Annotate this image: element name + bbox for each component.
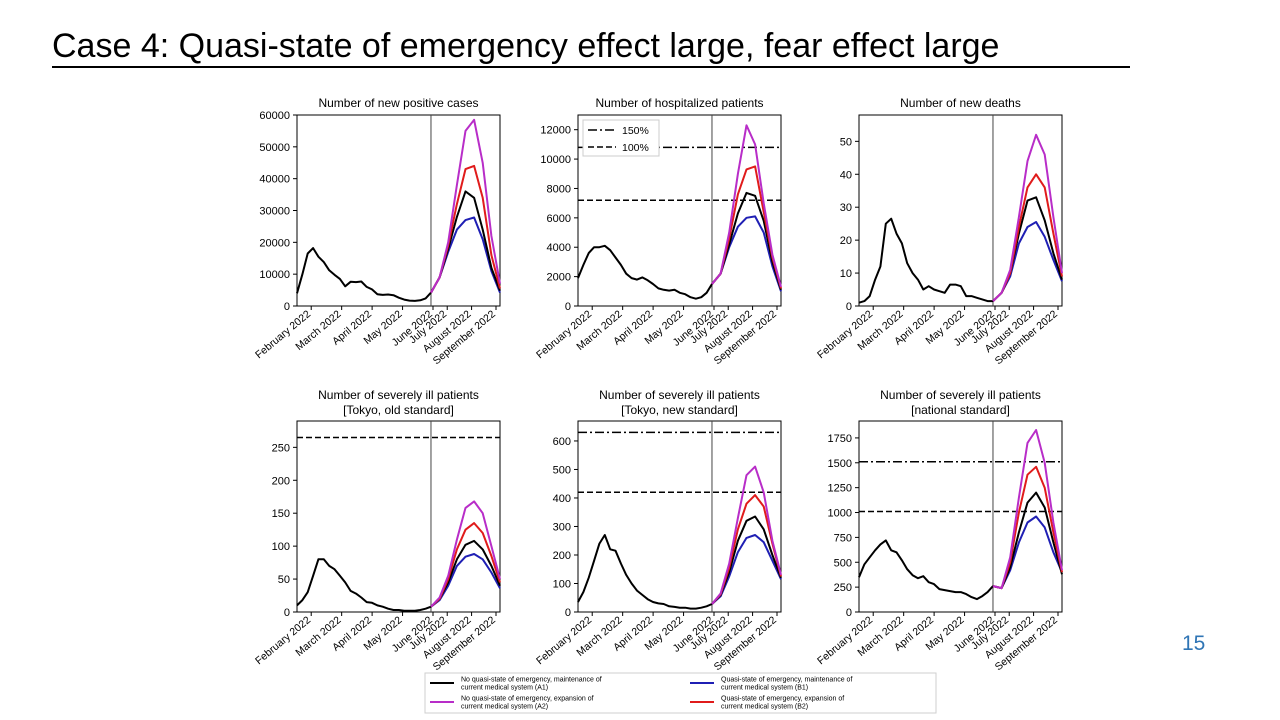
chart-subtitle: [Tokyo, new standard] (621, 403, 738, 417)
y-tick-label: 2000 (547, 272, 571, 284)
chart-1: Number of new positive cases 0 10000 20000 3… (253, 96, 501, 367)
series-B2 (992, 173, 1063, 302)
plot-frame (858, 420, 1063, 613)
legend-label-B1: Quasi-state of emergency, maintenance of (721, 677, 852, 684)
series-B2 (992, 465, 1063, 590)
plot-frame (296, 114, 501, 307)
reference-legend-label: 100% (622, 142, 649, 154)
reference-legend-label: 150% (622, 125, 649, 137)
y-tick-label: 20 (840, 235, 852, 247)
y-tick-label: 40 (840, 169, 852, 181)
chart-subtitle: [Tokyo, old standard] (343, 403, 454, 417)
legend-label-A1-line2: current medical system (A1) (461, 685, 548, 692)
y-tick-label: 1250 (828, 483, 852, 495)
y-tick-label: 0 (284, 301, 290, 313)
legend-label-A1: No quasi-state of emergency, maintenance… (461, 677, 602, 684)
series-A2 (992, 133, 1063, 302)
y-tick-label: 10 (840, 268, 852, 280)
chart-title: Number of severely ill patients (880, 388, 1041, 402)
plot-frame (296, 420, 501, 613)
series-A2 (711, 465, 782, 605)
y-tick-label: 50 (278, 574, 290, 586)
y-tick-label: 400 (553, 493, 571, 505)
y-tick-label: 0 (846, 301, 852, 313)
y-tick-label: 100 (553, 578, 571, 590)
y-tick-label: 200 (272, 475, 290, 487)
series-history (577, 534, 713, 610)
series-B1 (711, 534, 782, 605)
y-tick-label: 0 (846, 607, 852, 619)
y-tick-label: 50000 (259, 142, 290, 154)
chart-5: Number of severely ill patients[Tokyo, n… (534, 388, 782, 673)
series-history (577, 244, 713, 300)
chart-title: Number of hospitalized patients (595, 96, 763, 110)
series-history (858, 539, 994, 601)
y-tick-label: 500 (553, 464, 571, 476)
chart-title: Number of severely ill patients (599, 388, 760, 402)
y-tick-label: 60000 (259, 110, 290, 122)
y-tick-label: 30000 (259, 206, 290, 218)
y-tick-label: 40000 (259, 174, 290, 186)
chart-subtitle: [national standard] (911, 403, 1010, 417)
reference-legend: 150% 100% (582, 119, 660, 157)
y-tick-label: 250 (834, 582, 852, 594)
y-tick-label: 1500 (828, 458, 852, 470)
y-tick-label: 750 (834, 532, 852, 544)
series-A2 (711, 124, 782, 288)
y-tick-label: 300 (553, 521, 571, 533)
y-tick-label: 0 (565, 607, 571, 619)
y-tick-label: 10000 (259, 269, 290, 281)
legend-label-A2-line2: current medical system (A2) (461, 704, 548, 711)
scenario-legend-box (424, 672, 937, 714)
plot-frame (577, 420, 782, 613)
y-tick-label: 50 (840, 136, 852, 148)
series-A2 (430, 500, 501, 608)
y-tick-label: 150 (272, 508, 290, 520)
y-tick-label: 200 (553, 550, 571, 562)
series-history (296, 558, 432, 612)
scenario-legend: No quasi-state of emergency, maintenance… (424, 672, 937, 714)
legend-label-B1-line2: current medical system (B1) (721, 685, 808, 692)
y-tick-label: 1750 (828, 433, 852, 445)
y-tick-label: 0 (284, 607, 290, 619)
chart-6: Number of severely ill patients[national… (815, 388, 1063, 673)
plot-frame (577, 114, 782, 307)
legend-label-B2: Quasi-state of emergency, expansion of (721, 696, 844, 703)
chart-title: Number of new deaths (900, 96, 1021, 110)
y-tick-label: 12000 (540, 125, 571, 137)
y-tick-label: 8000 (547, 183, 571, 195)
y-tick-label: 0 (565, 301, 571, 313)
series-A2 (992, 429, 1063, 590)
chart-4: Number of severely ill patients[Tokyo, o… (253, 388, 501, 673)
chart-title: Number of new positive cases (318, 96, 478, 110)
legend-label-B2-line2: current medical system (B2) (721, 704, 808, 711)
y-tick-label: 600 (553, 436, 571, 448)
chart-3: Number of new deaths01020304050February … (815, 96, 1063, 367)
y-tick-label: 6000 (547, 213, 571, 225)
series-A2 (430, 118, 501, 294)
y-tick-label: 10000 (540, 154, 571, 166)
chart-2: Number of hospitalized patients 0 2000 4000… (534, 96, 782, 367)
y-tick-label: 30 (840, 202, 852, 214)
y-tick-label: 1000 (828, 508, 852, 520)
reference-legend-box (582, 119, 660, 157)
y-tick-label: 250 (272, 442, 290, 454)
y-tick-label: 500 (834, 557, 852, 569)
legend-label-A2: No quasi-state of emergency, expansion o… (461, 696, 594, 703)
page-number: 15 (1182, 632, 1206, 655)
chart-title: Number of severely ill patients (318, 388, 479, 402)
y-tick-label: 4000 (547, 242, 571, 254)
series-history (296, 247, 432, 302)
slide-title: Case 4: Quasi-state of emergency effect … (52, 26, 1130, 68)
y-tick-label: 100 (272, 541, 290, 553)
plot-frame (858, 114, 1063, 307)
y-tick-label: 20000 (259, 237, 290, 249)
series-history (858, 217, 993, 304)
